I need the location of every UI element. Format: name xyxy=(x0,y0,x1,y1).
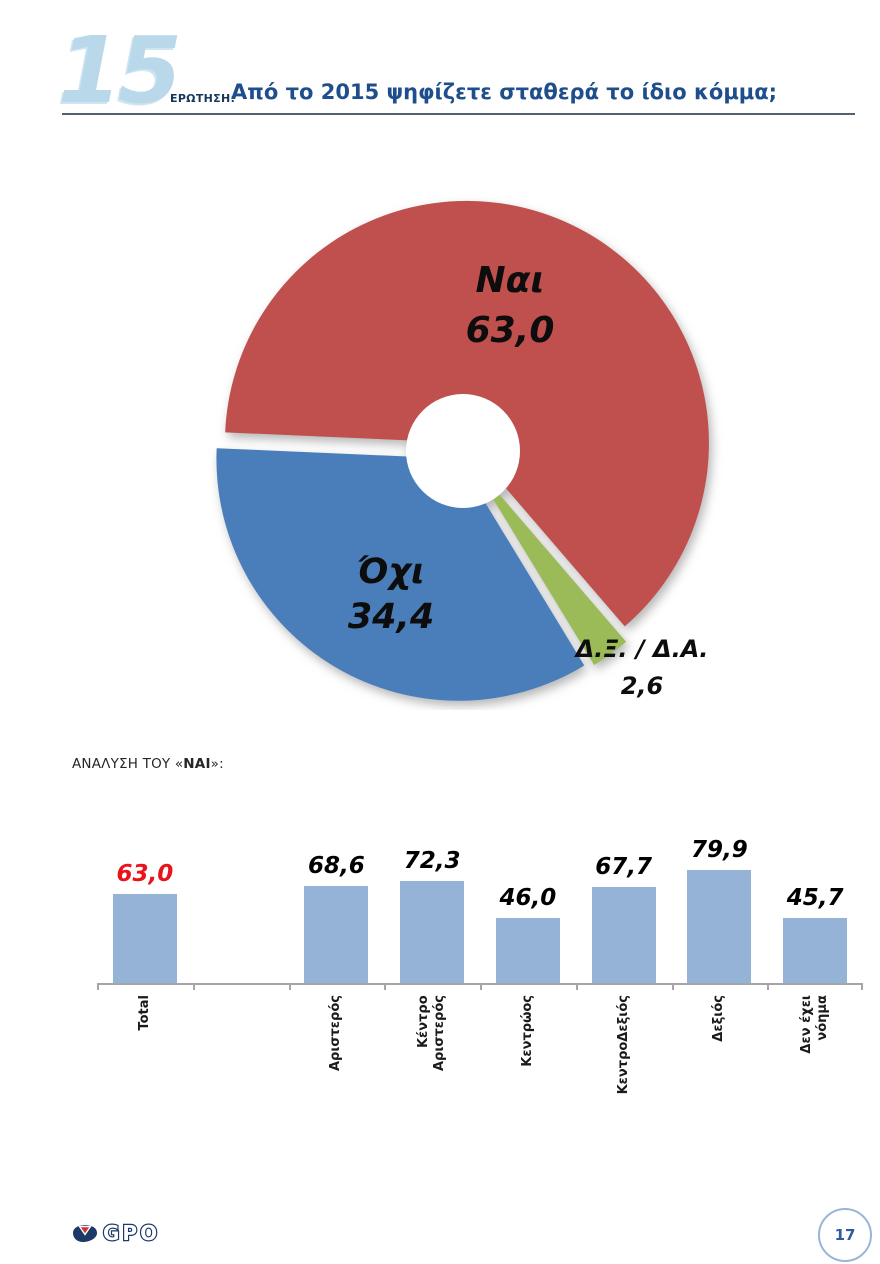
bar-value-label-4: 46,0 xyxy=(499,885,557,911)
analysis-caption-prefix: ΑΝΑΛΥΣΗ ΤΟΥ « xyxy=(72,756,184,772)
bar-0 xyxy=(112,893,177,983)
axis-tick xyxy=(671,983,674,990)
axis-tick xyxy=(575,983,578,990)
bar-4 xyxy=(495,918,560,983)
bar-category-label-7: Δεν έχει νόημα xyxy=(799,995,831,1054)
pie-slice-label-1: Δ.Ξ. / Δ.Α. 2,6 xyxy=(575,635,709,700)
bar-chart: 63,0 Total 68,6 Αριστερός 72,3 Κέντρο Αριστερ… xyxy=(97,837,863,1155)
pie-slice-label-0: Ναι 63,0 xyxy=(465,260,555,351)
bar-7 xyxy=(783,918,848,983)
bar-3 xyxy=(400,880,465,983)
bar-value-label-7: 45,7 xyxy=(786,885,844,912)
bar-category-label-wrap-7: Δεν έχει νόημα xyxy=(767,995,863,1155)
axis-tick xyxy=(97,983,99,990)
pie-slice-1 xyxy=(468,458,627,665)
bar-value-label-6: 79,9 xyxy=(691,837,748,864)
bar-value-label-5: 67,7 xyxy=(595,854,652,881)
bar-category-label-wrap-0: Total xyxy=(97,995,193,1155)
bar-category-label-wrap-5: ΚεντροΔεξιός xyxy=(576,995,672,1155)
bar-6 xyxy=(687,870,752,983)
bar-category-label-wrap-6: Δεξιός xyxy=(672,995,768,1155)
axis-tick xyxy=(288,983,291,990)
gpo-logo-triangle-icon xyxy=(78,1225,92,1236)
donut-chart xyxy=(216,200,709,701)
bar-category-label-5: ΚεντροΔεξιός xyxy=(615,995,631,1095)
bar-value-label-3: 72,3 xyxy=(403,847,461,874)
axis-tick xyxy=(767,983,770,990)
donut-slices xyxy=(216,200,709,701)
axis-tick xyxy=(192,983,195,990)
header-divider xyxy=(62,113,855,115)
analysis-caption-bold: ΝΑΙ xyxy=(183,756,211,772)
pie-slice-label-2: Όχι 34,4 xyxy=(347,552,435,637)
bar-2 xyxy=(304,886,369,983)
page-number-badge: 17 xyxy=(818,1208,872,1262)
page-title: Από το 2015 ψηφίζετε σταθερά το ίδιο κόμ… xyxy=(231,80,778,104)
bar-category-label-3: Κέντρο Αριστερός xyxy=(416,995,448,1072)
gpo-logo: GPO xyxy=(73,1221,160,1246)
axis-tick xyxy=(384,983,387,990)
analysis-caption: ΑΝΑΛΥΣΗ ΤΟΥ «ΝΑΙ»: xyxy=(72,756,224,772)
axis-tick xyxy=(861,983,863,990)
bar-category-label-0: Total xyxy=(136,995,152,1031)
axis-tick xyxy=(480,983,482,990)
question-number: 15 xyxy=(58,17,182,124)
bar-category-label-wrap-2: Αριστερός xyxy=(289,995,385,1155)
donut-hole xyxy=(406,394,520,508)
bar-category-label-wrap-4: Κεντρώος xyxy=(480,995,576,1155)
bar-category-label-2: Αριστερός xyxy=(328,995,344,1072)
question-label: ΕΡΩΤΗΣΗ: xyxy=(170,92,236,105)
bar-5 xyxy=(591,887,656,983)
analysis-caption-suffix: »: xyxy=(210,756,224,772)
bar-value-label-2: 68,6 xyxy=(308,853,365,880)
gpo-logo-text: GPO xyxy=(103,1221,160,1245)
bar-category-label-6: Δεξιός xyxy=(711,995,727,1042)
pie-slice-2 xyxy=(216,448,585,701)
bar-value-label-0: 63,0 xyxy=(116,860,174,887)
bar-category-label-wrap-3: Κέντρο Αριστερός xyxy=(384,995,480,1155)
bar-category-label-4: Κεντρώος xyxy=(519,995,535,1067)
